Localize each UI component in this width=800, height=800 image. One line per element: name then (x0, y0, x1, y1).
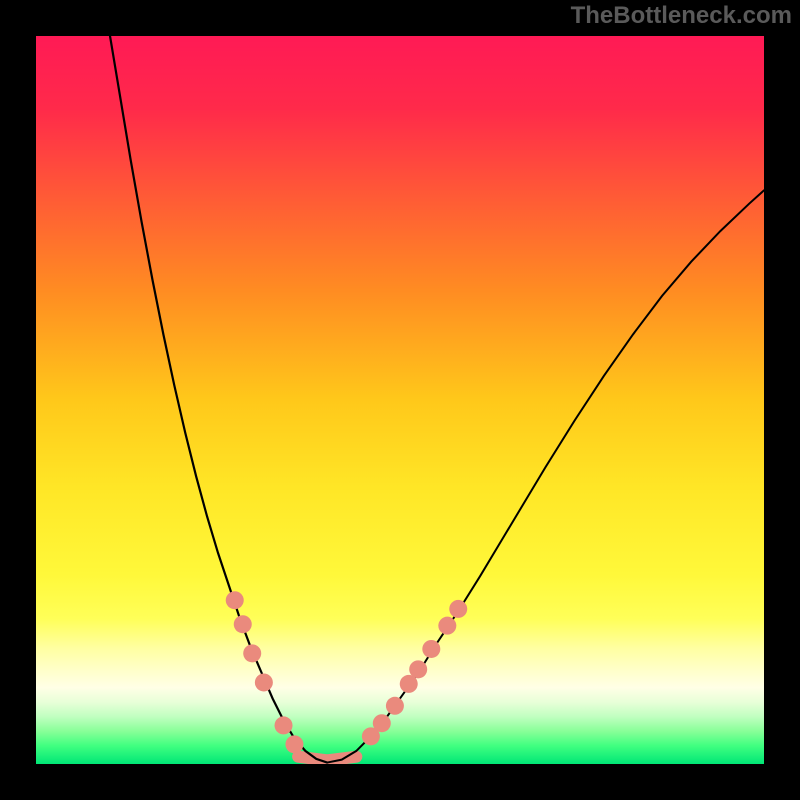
marker-left (243, 644, 261, 662)
marker-left (285, 735, 303, 753)
marker-left (234, 615, 252, 633)
plot-svg (0, 0, 800, 800)
marker-right (386, 697, 404, 715)
marker-right (422, 640, 440, 658)
marker-right (409, 660, 427, 678)
marker-left (226, 591, 244, 609)
figure-root: TheBottleneck.com (0, 0, 800, 800)
marker-left (275, 716, 293, 734)
marker-right (438, 617, 456, 635)
marker-right (373, 714, 391, 732)
plot-bg (36, 36, 764, 764)
marker-right (449, 600, 467, 618)
watermark-text: TheBottleneck.com (571, 2, 792, 30)
marker-left (255, 673, 273, 691)
